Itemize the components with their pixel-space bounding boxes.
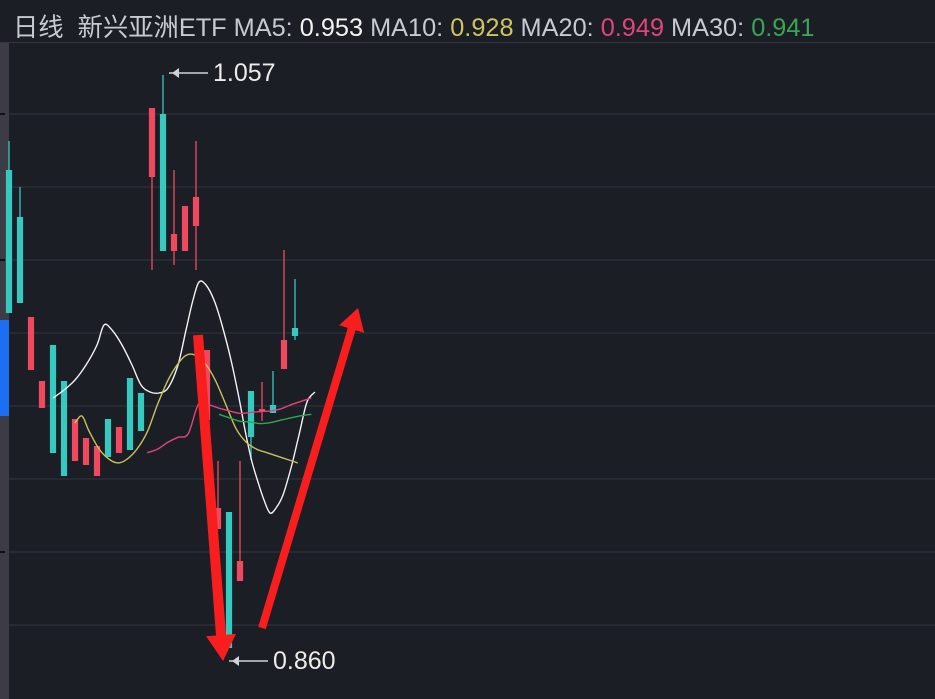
svg-text:1.057: 1.057 bbox=[213, 59, 276, 87]
svg-text:0.860: 0.860 bbox=[273, 647, 336, 675]
